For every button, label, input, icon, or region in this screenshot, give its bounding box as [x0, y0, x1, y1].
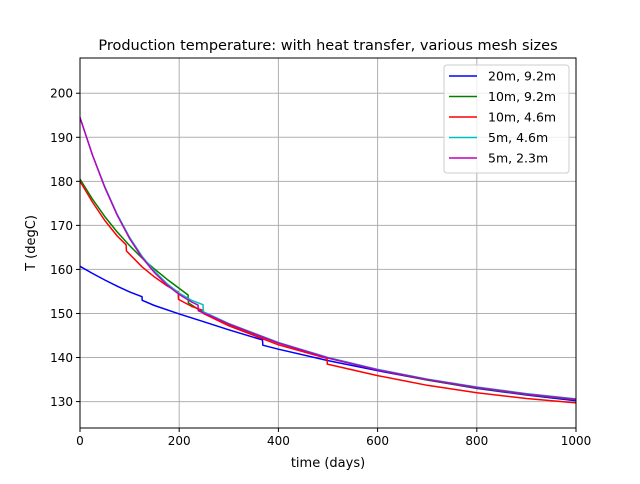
legend-label: 10m, 4.6m — [488, 110, 556, 125]
y-tick-label: 190 — [50, 131, 73, 145]
y-tick-label: 150 — [50, 307, 73, 321]
plot-frame — [79, 57, 577, 429]
ticks: 0 200 400 600 800 1000 130 140 150 160 170 180 190 20… — [50, 87, 591, 448]
legend-label: 20m, 9.2m — [488, 69, 556, 84]
y-tick-label: 200 — [50, 87, 73, 101]
legend-label: 10m, 9.2m — [488, 89, 556, 104]
legend-box — [443, 64, 570, 174]
y-tick-label: 180 — [50, 175, 73, 189]
x-tick-label: 800 — [465, 434, 488, 448]
y-axis-label: T (degC) — [24, 215, 39, 272]
series-line-5 — [79, 117, 577, 401]
y-tick-label: 160 — [50, 263, 73, 277]
x-tick-label: 200 — [168, 434, 191, 448]
legend: 20m, 9.2m 10m, 9.2m 10m, 4.6m 5m, 4.6m 5m, 2… — [443, 64, 570, 174]
chart-title: Production temperature: with heat transf… — [98, 38, 557, 54]
y-tick-label: 170 — [50, 219, 73, 233]
x-axis-label: time (days) — [291, 456, 365, 471]
series-line-3 — [79, 180, 577, 404]
x-tick-label: 0 — [76, 434, 84, 448]
x-tick-label: 1000 — [561, 434, 592, 448]
y-tick-label: 130 — [50, 395, 73, 409]
y-tick-label: 140 — [50, 351, 73, 365]
legend-label: 5m, 2.3m — [488, 151, 548, 166]
series-lines — [79, 117, 577, 404]
legend-label: 5m, 4.6m — [488, 130, 548, 145]
x-tick-label: 600 — [366, 434, 389, 448]
x-tick-label: 400 — [267, 434, 290, 448]
series-line-2 — [79, 178, 577, 401]
series-line-1 — [79, 265, 577, 402]
